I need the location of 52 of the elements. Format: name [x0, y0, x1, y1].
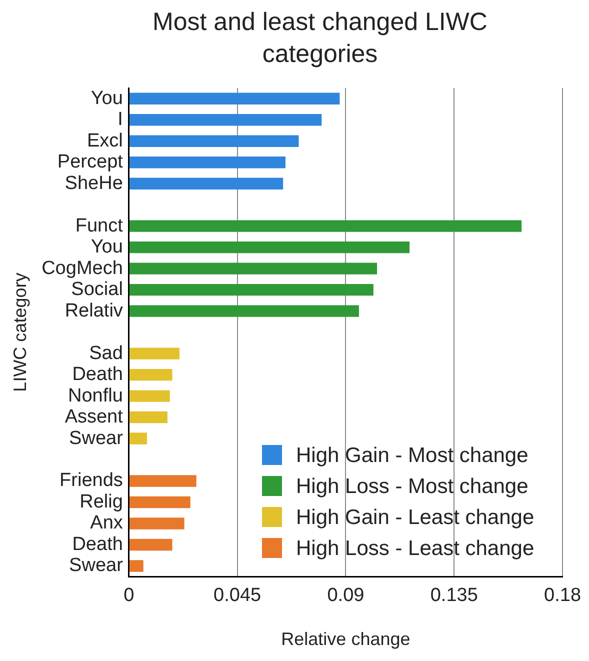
y-tick-label: You [90, 88, 123, 109]
y-tick-label: Swear [69, 555, 124, 576]
chart-title: Most and least changed LIWC categories [152, 7, 488, 70]
bar [129, 432, 147, 444]
y-tick-label: Excl [87, 130, 123, 152]
x-tick-label: 0.045 [214, 585, 262, 606]
bar [129, 92, 340, 104]
y-tick-label: CogMech [42, 258, 123, 279]
bar [129, 305, 359, 317]
bar [129, 135, 299, 147]
x-tick-label: 0.135 [430, 585, 478, 606]
legend-label: High Loss - Least change [296, 537, 534, 560]
y-tick-label: I [118, 109, 123, 130]
bar [129, 156, 286, 168]
bar [129, 538, 172, 551]
y-tick-label: Relativ [64, 300, 124, 322]
bar [129, 284, 374, 296]
x-tick-label: 0 [124, 585, 134, 606]
y-tick-label: Relig [80, 491, 123, 512]
bar [129, 241, 410, 254]
y-tick-label: Sad [89, 342, 123, 364]
y-tick-label: Death [72, 364, 123, 386]
x-axis-title: Relative change [281, 629, 410, 650]
y-tick-label: Anx [90, 512, 124, 534]
bar [129, 114, 322, 126]
bar [129, 560, 144, 572]
bar [129, 178, 284, 190]
y-tick-label: You [90, 236, 123, 258]
y-tick-label: Swear [69, 428, 124, 449]
bar [129, 518, 184, 530]
y-axis-title: LIWC category [10, 272, 30, 392]
x-tick-label: 0.09 [327, 585, 364, 606]
bar [129, 390, 170, 402]
y-tick-label: Friends [60, 470, 123, 492]
bar [129, 475, 196, 487]
bar [129, 348, 180, 360]
bar [129, 496, 190, 508]
y-tick-label: Assent [64, 406, 124, 428]
legend-label: High Gain - Most change [296, 444, 528, 467]
bar [129, 368, 172, 381]
bar [129, 220, 522, 232]
y-tick-label: Social [71, 279, 123, 300]
y-tick-label: Death [72, 534, 123, 555]
y-tick-label: Funct [75, 215, 124, 236]
y-tick-label: SheHe [64, 172, 123, 194]
legend-label: High Loss - Most change [296, 475, 528, 498]
bar [129, 262, 378, 274]
bar [129, 411, 168, 424]
x-tick-label: 0.18 [544, 585, 581, 606]
legend-label: High Gain - Least change [296, 506, 534, 529]
y-tick-label: Percept [57, 152, 124, 173]
y-tick-label: Nonflu [68, 385, 123, 406]
